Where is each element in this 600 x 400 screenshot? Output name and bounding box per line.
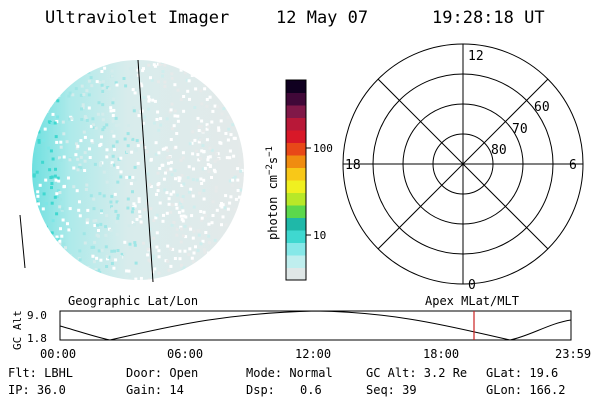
ip-label: IP: 36.0: [8, 383, 66, 397]
colorbar-segment: [286, 267, 306, 281]
dsp-label: Dsp:: [246, 383, 275, 397]
colorbar-segment: [286, 192, 306, 206]
colorbar-segment: [286, 167, 306, 181]
altitude-timeline: Geographic Lat/Lon Apex MLat/MLT GC Alt …: [11, 294, 591, 361]
colorbar-segment: [286, 217, 306, 231]
polar-label-0: 0: [468, 278, 476, 293]
gain-label: Gain: 14: [126, 383, 184, 397]
polar-label-12: 12: [468, 49, 484, 64]
glon-label: GLon: 166.2: [486, 383, 566, 397]
polar-plot: [342, 43, 584, 285]
earth-disk: [32, 60, 244, 280]
limb-line: [19, 214, 26, 269]
timeline-y-bottom: 1.8: [27, 332, 47, 345]
timeline-frame: [59, 310, 572, 341]
timeline-tick-0600: 06:00: [167, 347, 203, 361]
timeline-tick-1200: 12:00: [295, 347, 331, 361]
colorbar-segment: [286, 205, 306, 218]
app-title: Ultraviolet Imager: [45, 8, 230, 28]
timeline-y-top: 9.0: [27, 309, 47, 322]
colorbar-segment: [286, 130, 306, 143]
colorbar-label-10: 10: [313, 229, 326, 242]
polar-labels: 12 0 18 6 60 70 80: [345, 49, 577, 293]
colorbar-segment: [286, 230, 306, 243]
timeline-tick-0000: 00:00: [40, 347, 76, 361]
door-label: Door: Open: [126, 366, 199, 380]
polar-label-lat-70: 70: [512, 122, 528, 137]
timeline-tick-2359: 23:59: [555, 347, 591, 361]
polar-diagonal-2: [377, 78, 549, 250]
altitude-curve: [59, 310, 572, 341]
gc-alt-label: GC Alt: 3.2 Re: [366, 366, 468, 380]
polar-label-18: 18: [345, 158, 361, 173]
terminator-line: [137, 59, 154, 283]
colorbar-segment: [286, 155, 306, 168]
mode-label: Mode: Normal: [246, 366, 333, 380]
colorbar-segment: [286, 180, 306, 193]
colorbar-segment: [286, 117, 306, 131]
colorbar-segment: [286, 142, 306, 156]
colorbar-segment: [286, 80, 306, 93]
flt-label: Flt: LBHL: [8, 366, 74, 380]
timeline-axis-title: GC Alt: [11, 310, 24, 350]
colorbar: 100 10 photon cm−2s−1: [265, 79, 333, 281]
colorbar-unit-label: photon cm−2s−1: [265, 146, 280, 240]
glat-label: GLat: 19.6: [486, 366, 559, 380]
date-label: 12 May 07: [276, 8, 369, 28]
polar-label-6: 6: [569, 158, 577, 173]
timeline-left-label: Geographic Lat/Lon: [68, 294, 198, 308]
polar-label-lat-80: 80: [491, 143, 507, 158]
time-label: 19:28:18 UT: [432, 8, 545, 28]
timeline-right-label: Apex MLat/MLT: [425, 294, 519, 308]
colorbar-segment: [286, 242, 306, 256]
seq-label: Seq: 39: [366, 383, 417, 397]
colorbar-frame: [285, 79, 307, 281]
uv-image: [19, 59, 244, 283]
dsp-value: 0.6: [300, 383, 322, 397]
colorbar-label-100: 100: [313, 142, 333, 155]
colorbar-segment: [286, 92, 306, 106]
colorbar-segment: [286, 255, 306, 268]
timeline-tick-1800: 18:00: [423, 347, 459, 361]
colorbar-segment: [286, 105, 306, 118]
polar-label-lat-60: 60: [534, 100, 550, 115]
